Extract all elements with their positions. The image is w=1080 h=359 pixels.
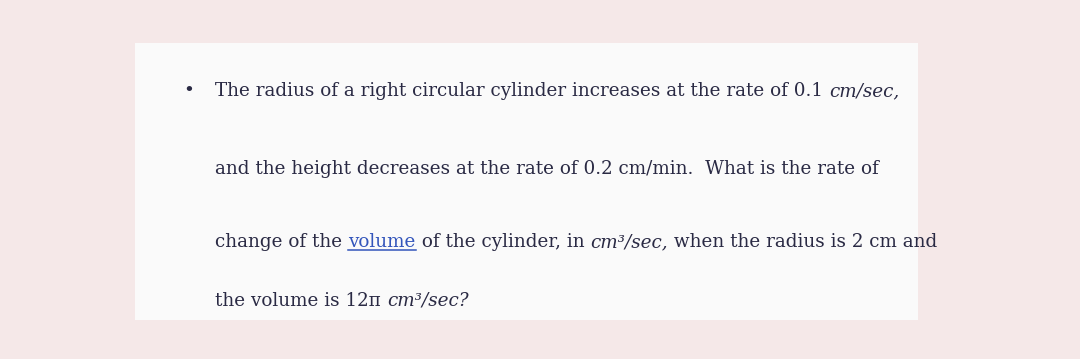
Text: cm/sec,: cm/sec,	[829, 83, 900, 101]
Text: •: •	[184, 83, 194, 101]
Text: volume: volume	[349, 233, 416, 251]
Text: The radius of a right circular cylinder increases at the rate of 0.1: The radius of a right circular cylinder …	[215, 83, 829, 101]
Text: the volume is 12π: the volume is 12π	[215, 292, 387, 310]
Text: cm³/sec,: cm³/sec,	[591, 233, 667, 251]
Text: of the cylinder, in: of the cylinder, in	[416, 233, 591, 251]
Text: when the radius is 2 cm and: when the radius is 2 cm and	[667, 233, 937, 251]
Text: and the height decreases at the rate of 0.2 cm/min.  What is the rate of: and the height decreases at the rate of …	[215, 160, 879, 178]
Text: change of the: change of the	[215, 233, 349, 251]
Text: cm³/sec?: cm³/sec?	[387, 292, 469, 310]
